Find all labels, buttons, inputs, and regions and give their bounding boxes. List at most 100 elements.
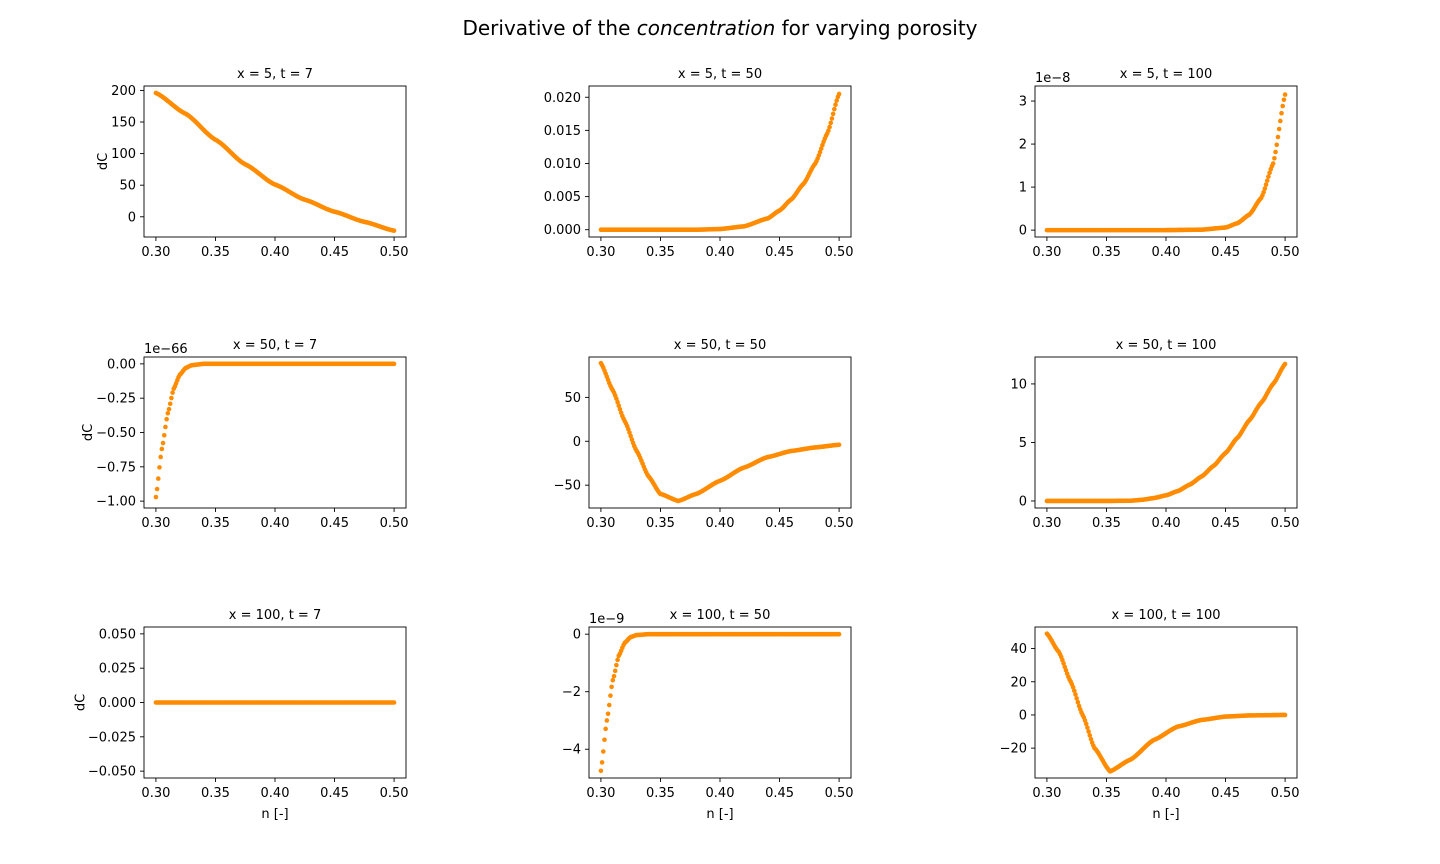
- scatter-series: [598, 631, 842, 774]
- data-point: [1074, 696, 1079, 701]
- y-tick-label: 0.015: [544, 124, 581, 139]
- y-tick-label: −20: [1000, 742, 1027, 757]
- subplot-title: x = 5, t = 50: [678, 67, 762, 82]
- y-tick-label: 0: [573, 435, 581, 450]
- data-point: [834, 98, 840, 103]
- data-point: [817, 149, 823, 155]
- data-point: [1275, 134, 1281, 140]
- x-tick-label: 0.45: [765, 245, 794, 260]
- x-tick-label: 0.50: [825, 786, 854, 801]
- x-tick-label: 0.30: [141, 786, 170, 801]
- data-point: [391, 700, 397, 705]
- figure-title-emphasis: concentration: [637, 16, 776, 40]
- subplot-title: x = 50, t = 50: [674, 338, 766, 353]
- y-axis-label: dC: [96, 153, 111, 170]
- plot-area: [589, 86, 851, 237]
- data-point: [627, 430, 632, 435]
- x-tick-label: 0.40: [1152, 245, 1181, 260]
- data-point: [830, 111, 836, 117]
- scatter-series: [153, 700, 397, 705]
- scatter-series: [598, 360, 842, 504]
- x-tick-label: 0.35: [201, 245, 230, 260]
- x-tick-label: 0.30: [141, 516, 170, 531]
- data-point: [1276, 126, 1282, 132]
- plot-area: [144, 357, 406, 508]
- scatter-series: [598, 91, 842, 233]
- data-point: [160, 440, 166, 446]
- y-tick-label: 0.000: [544, 223, 581, 238]
- y-tick-label: −0.050: [88, 765, 136, 780]
- y-tick-label: 5: [1019, 436, 1027, 451]
- subplot: x = 5, t = 100 0.30 0.35 0.40 0.45 0.50 0 1 2 3 1e…: [1019, 67, 1300, 260]
- data-point: [170, 390, 175, 395]
- y-tick-label: 0.010: [544, 157, 581, 172]
- figure-title-part: for varying porosity: [775, 16, 977, 40]
- scatter-series: [1044, 92, 1288, 233]
- x-tick-label: 0.45: [320, 245, 349, 260]
- y-tick-label: −0.25: [96, 392, 136, 407]
- axes-frame: [143, 85, 407, 238]
- data-point: [818, 146, 824, 151]
- y-tick-label: 10: [1010, 377, 1027, 392]
- data-point: [833, 102, 838, 107]
- data-point: [391, 361, 397, 367]
- x-axis-label: n [-]: [1152, 807, 1179, 822]
- data-point: [169, 395, 174, 401]
- data-point: [161, 433, 167, 438]
- data-point: [611, 673, 617, 679]
- x-tick-label: 0.40: [261, 786, 290, 801]
- axes-frame: [143, 356, 407, 509]
- x-tick-label: 0.35: [1092, 516, 1121, 531]
- axis-offset-label: 1e−9: [589, 612, 624, 627]
- data-point: [154, 486, 160, 492]
- subplot-title: x = 5, t = 7: [237, 67, 313, 82]
- data-point: [1070, 684, 1076, 690]
- subplot: x = 5, t = 50 0.30 0.35 0.40 0.45 0.50 0.000 0.…: [544, 67, 854, 260]
- axes-frame: [1034, 356, 1298, 509]
- data-point: [1087, 733, 1093, 738]
- axes-frame: [1034, 85, 1298, 238]
- y-tick-label: 0.00: [107, 357, 136, 372]
- data-point: [167, 401, 173, 407]
- y-tick-label: 50: [119, 179, 136, 194]
- axes-frame: [1034, 626, 1298, 779]
- data-point: [1263, 182, 1269, 187]
- subplot: x = 50, t = 50 0.30 0.35 0.40 0.45 0.50 −50 0 50: [554, 338, 854, 531]
- figure-title-part: Derivative of the: [462, 16, 636, 40]
- x-tick-label: 0.30: [586, 786, 615, 801]
- subplot-title: x = 100, t = 7: [229, 608, 321, 623]
- y-tick-label: 20: [1010, 675, 1027, 690]
- data-point: [153, 494, 159, 500]
- data-point: [1273, 149, 1278, 155]
- scatter-series: [1044, 361, 1288, 504]
- y-tick-label: 0: [1019, 224, 1027, 239]
- data-point: [610, 677, 616, 683]
- data-point: [165, 410, 171, 416]
- data-point: [1261, 189, 1266, 195]
- data-point: [1282, 712, 1288, 718]
- x-tick-label: 0.30: [1032, 245, 1061, 260]
- x-tick-label: 0.35: [646, 516, 675, 531]
- data-point: [836, 442, 842, 448]
- x-tick-label: 0.35: [1092, 786, 1121, 801]
- y-tick-label: 200: [111, 84, 136, 99]
- data-point: [599, 760, 605, 765]
- x-axis-label: n [-]: [261, 807, 288, 822]
- plot-area: [1035, 86, 1297, 237]
- x-tick-label: 0.50: [1271, 516, 1300, 531]
- y-tick-label: −50: [554, 479, 581, 494]
- data-point: [836, 91, 842, 97]
- subplot: x = 50, t = 7 0.30 0.35 0.40 0.45 0.50 −1.00 −0…: [81, 338, 409, 531]
- x-tick-label: 0.35: [201, 516, 230, 531]
- x-tick-label: 0.40: [261, 245, 290, 260]
- y-tick-label: 0.050: [99, 627, 136, 642]
- data-point: [836, 631, 842, 637]
- data-point: [1267, 170, 1272, 176]
- data-point: [155, 476, 161, 481]
- y-tick-label: 0: [573, 628, 581, 643]
- data-point: [602, 737, 607, 743]
- data-point: [1083, 721, 1089, 727]
- data-point: [1262, 186, 1268, 191]
- x-tick-label: 0.45: [320, 516, 349, 531]
